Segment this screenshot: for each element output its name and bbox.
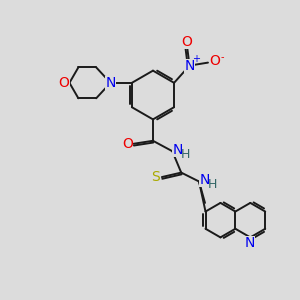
Text: O: O	[182, 35, 193, 49]
Text: H: H	[208, 178, 217, 191]
Text: -: -	[220, 52, 224, 62]
Text: O: O	[209, 54, 220, 68]
Text: H: H	[180, 148, 190, 161]
Text: O: O	[59, 76, 70, 90]
Text: +: +	[192, 54, 200, 64]
Text: N: N	[172, 143, 183, 157]
Text: S: S	[151, 170, 160, 184]
Text: N: N	[184, 58, 195, 73]
Text: O: O	[122, 137, 133, 151]
Text: N: N	[199, 173, 210, 187]
Text: N: N	[105, 76, 116, 90]
Text: N: N	[245, 236, 256, 250]
